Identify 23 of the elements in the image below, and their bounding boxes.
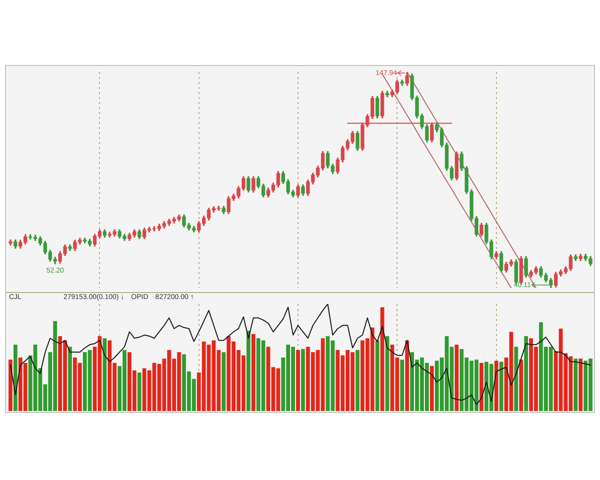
bar (578, 358, 583, 411)
bar (375, 340, 380, 411)
bar (514, 346, 518, 411)
bar (14, 344, 18, 411)
bar (301, 348, 305, 411)
bar (246, 330, 250, 411)
bar (222, 352, 226, 411)
bar (8, 360, 12, 411)
bar (480, 362, 484, 411)
bar (400, 360, 404, 411)
bar (519, 360, 524, 411)
bar (102, 338, 107, 411)
bar (524, 336, 528, 411)
bar (68, 346, 72, 411)
bar (454, 344, 459, 411)
bar (574, 358, 578, 411)
bar (356, 350, 360, 411)
bar (405, 340, 410, 411)
bar (296, 350, 300, 411)
bar (430, 366, 434, 411)
bar (494, 360, 498, 411)
bar (251, 334, 256, 411)
bar (137, 372, 142, 411)
